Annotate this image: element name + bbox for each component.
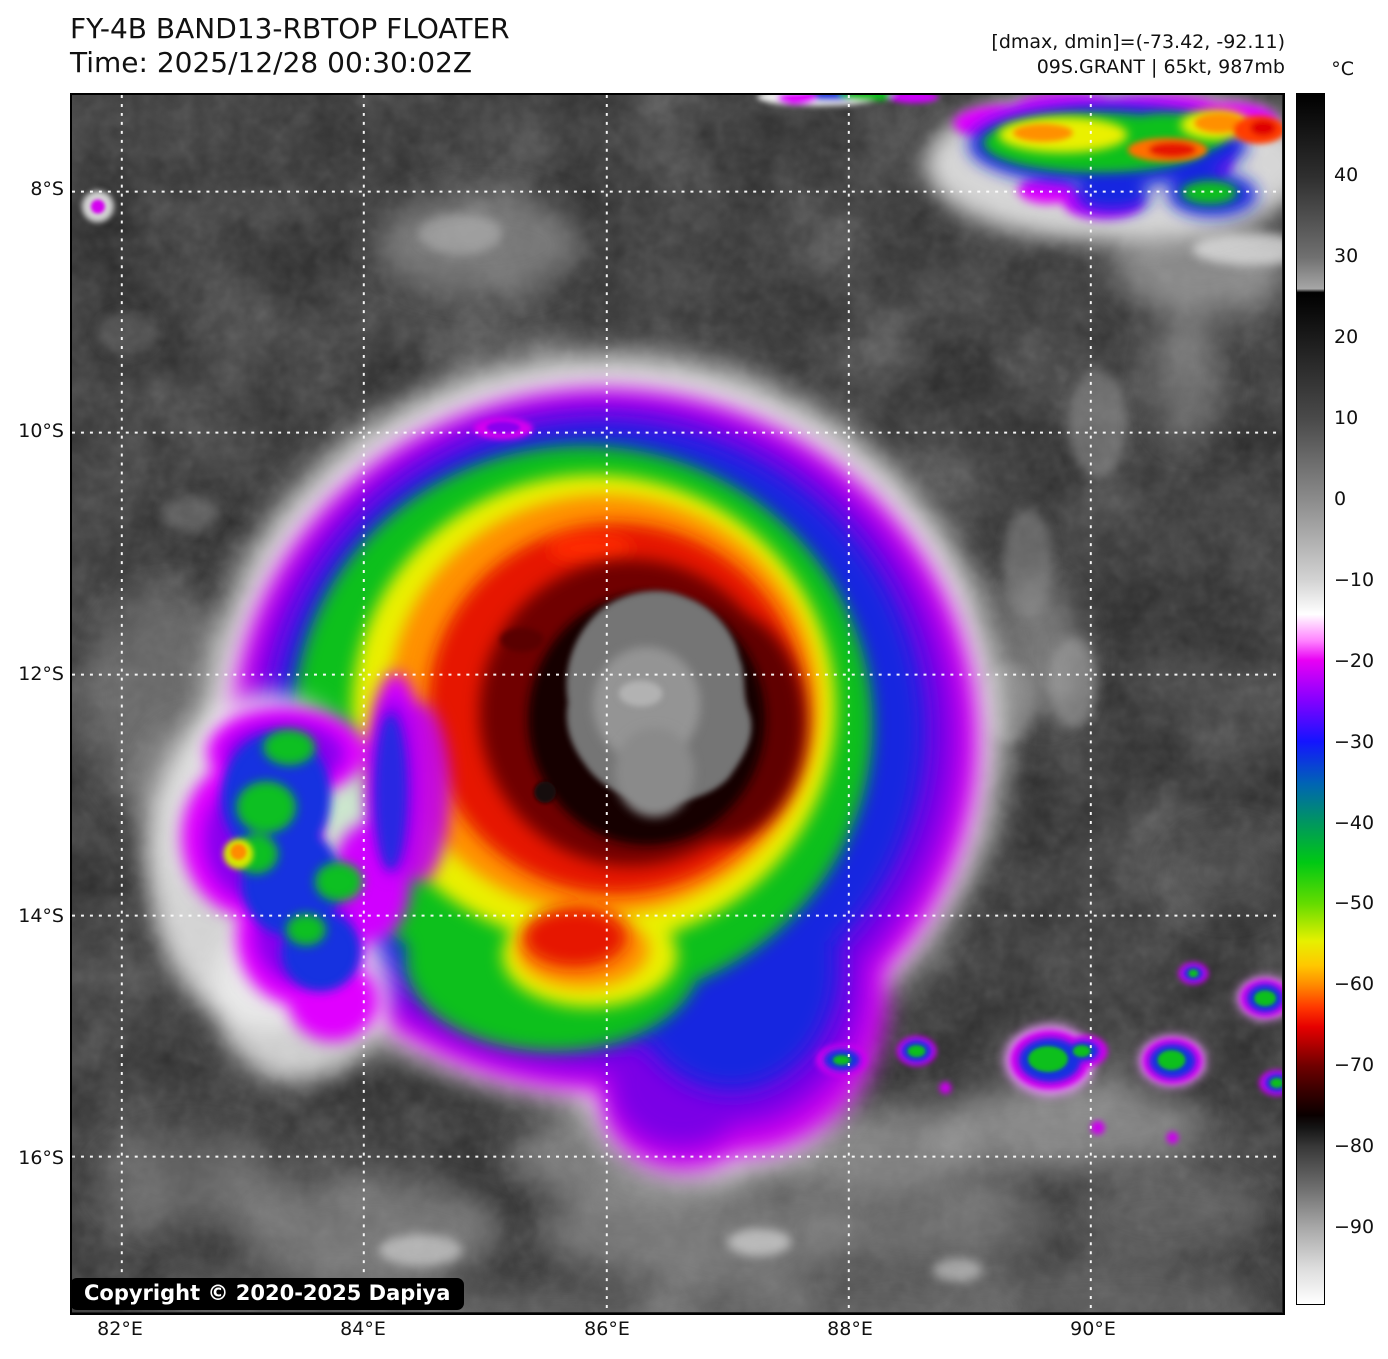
copyright-badge: Copyright © 2020-2025 Dapiya [70,1278,465,1310]
cb-tick-m40: −40 [1334,812,1375,834]
temperature-colorbar [1296,93,1325,1305]
cb-tick-30: 30 [1334,245,1359,267]
lon-label-82e: 82°E [97,1318,143,1340]
lat-label-12s: 12°S [18,663,64,685]
cb-tick-0: 0 [1334,488,1347,510]
minor-cold-spots [81,190,534,440]
lon-label-88e: 88°E [827,1318,873,1340]
cb-tick-m50: −50 [1334,892,1375,914]
northeast-cluster [757,95,1282,243]
scattered-cold-cells [815,962,1282,1144]
graticule [72,95,1282,1312]
right-header: [dmax, dmin]=(-73.42, -92.11) 09S.GRANT … [991,30,1285,80]
lat-label-10s: 10°S [18,420,64,442]
cb-tick-m80: −80 [1334,1135,1375,1157]
storm-cdo [206,353,1004,1181]
cb-tick-m60: −60 [1334,973,1375,995]
cb-tick-m20: −20 [1334,650,1375,672]
cb-tick-m10: −10 [1334,569,1375,591]
west-cloud-band [146,672,451,1081]
lat-label-16s: 16°S [18,1147,64,1169]
lat-label-8s: 8°S [30,178,64,200]
lat-label-14s: 14°S [18,905,64,927]
cb-tick-10: 10 [1334,407,1359,429]
dmax-dmin-readout: [dmax, dmin]=(-73.42, -92.11) [991,31,1285,53]
cb-tick-m30: −30 [1334,731,1375,753]
cb-tick-m90: −90 [1334,1216,1375,1238]
product-title: FY-4B BAND13-RBTOP FLOATER [70,12,510,45]
satellite-map-canvas [70,93,1285,1315]
lon-label-90e: 90°E [1070,1318,1116,1340]
lon-label-84e: 84°E [340,1318,386,1340]
satellite-imagery [72,95,1282,1312]
colorbar-unit-label: °C [1331,58,1354,80]
storm-info: 09S.GRANT | 65kt, 987mb [1036,56,1285,78]
cb-tick-20: 20 [1334,326,1359,348]
cb-tick-40: 40 [1334,164,1359,186]
cb-tick-m70: −70 [1334,1054,1375,1076]
lon-label-86e: 86°E [584,1318,630,1340]
title-block: FY-4B BAND13-RBTOP FLOATER Time: 2025/12… [70,12,510,80]
timestamp: Time: 2025/12/28 00:30:02Z [70,46,473,79]
